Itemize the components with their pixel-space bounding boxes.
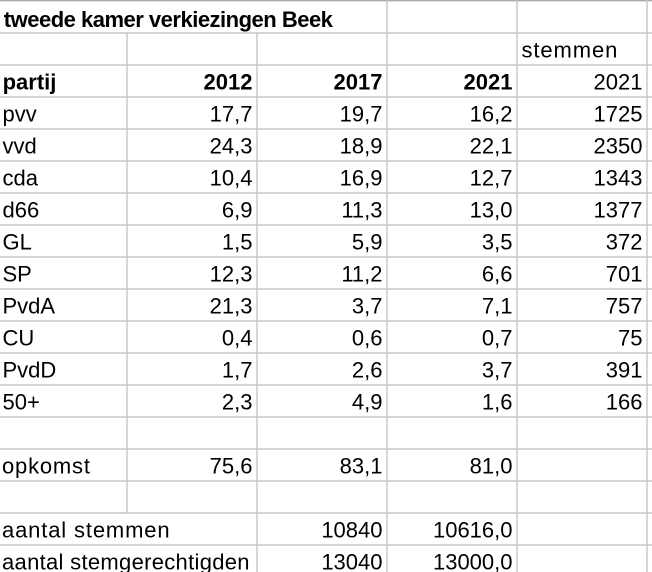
svg-text:22,1: 22,1 (470, 133, 513, 158)
svg-text:d66: d66 (3, 197, 40, 222)
svg-text:partij: partij (3, 69, 57, 94)
svg-text:21,3: 21,3 (210, 293, 253, 318)
svg-text:391: 391 (606, 357, 643, 382)
svg-text:18,9: 18,9 (340, 133, 383, 158)
svg-text:1,7: 1,7 (222, 357, 253, 382)
svg-text:50+: 50+ (3, 389, 40, 414)
svg-text:3,7: 3,7 (482, 357, 513, 382)
svg-text:3,5: 3,5 (482, 229, 513, 254)
svg-text:2,3: 2,3 (222, 389, 253, 414)
svg-text:aantal stemgerechtigden: aantal stemgerechtigden (2, 549, 250, 572)
svg-text:75,6: 75,6 (210, 453, 253, 478)
svg-text:2021: 2021 (464, 69, 513, 94)
svg-text:11,2: 11,2 (341, 261, 382, 286)
svg-text:16,9: 16,9 (340, 165, 383, 190)
svg-text:75: 75 (618, 325, 642, 350)
svg-text:pvv: pvv (3, 101, 37, 126)
svg-text:12,3: 12,3 (210, 261, 253, 286)
svg-text:2,6: 2,6 (352, 357, 383, 382)
svg-text:PvdD: PvdD (3, 357, 57, 382)
svg-text:16,2: 16,2 (470, 101, 513, 126)
svg-text:SP: SP (3, 261, 32, 286)
svg-text:10616,0: 10616,0 (433, 517, 513, 542)
svg-text:11,3: 11,3 (341, 197, 382, 222)
svg-text:cda: cda (3, 165, 39, 190)
svg-text:757: 757 (606, 293, 643, 318)
svg-text:83,1: 83,1 (340, 453, 383, 478)
svg-text:12,7: 12,7 (470, 165, 513, 190)
svg-text:tweede kamer verkiezingen Beek: tweede kamer verkiezingen Beek (4, 7, 334, 32)
svg-text:stemmen: stemmen (522, 38, 619, 63)
svg-text:vvd: vvd (3, 133, 37, 158)
svg-text:166: 166 (606, 389, 643, 414)
svg-text:1343: 1343 (594, 165, 643, 190)
svg-text:2350: 2350 (594, 133, 643, 158)
svg-text:0,6: 0,6 (352, 325, 383, 350)
svg-text:2012: 2012 (204, 69, 253, 94)
svg-text:1377: 1377 (594, 197, 643, 222)
svg-text:19,7: 19,7 (340, 101, 383, 126)
svg-text:2021: 2021 (594, 69, 643, 94)
svg-text:701: 701 (606, 261, 643, 286)
svg-text:10,4: 10,4 (210, 165, 253, 190)
svg-text:0,7: 0,7 (482, 325, 513, 350)
svg-text:1,6: 1,6 (482, 389, 513, 414)
svg-text:13,0: 13,0 (470, 197, 513, 222)
svg-text:1725: 1725 (594, 101, 643, 126)
svg-text:7,1: 7,1 (482, 293, 513, 318)
svg-text:1,5: 1,5 (222, 229, 253, 254)
svg-text:81,0: 81,0 (470, 453, 513, 478)
svg-text:372: 372 (606, 229, 643, 254)
svg-text:6,9: 6,9 (222, 197, 253, 222)
svg-text:5,9: 5,9 (352, 229, 383, 254)
svg-text:2017: 2017 (334, 69, 383, 94)
svg-text:aantal stemmen: aantal stemmen (2, 517, 170, 542)
svg-text:PvdA: PvdA (3, 293, 56, 318)
svg-text:0,4: 0,4 (222, 325, 253, 350)
svg-text:CU: CU (3, 325, 35, 350)
svg-text:13000,0: 13000,0 (433, 549, 513, 572)
svg-text:3,7: 3,7 (352, 293, 383, 318)
svg-text:opkomst: opkomst (2, 453, 91, 478)
svg-text:13040: 13040 (321, 549, 382, 572)
svg-text:4,9: 4,9 (352, 389, 383, 414)
svg-text:17,7: 17,7 (210, 101, 253, 126)
svg-text:10840: 10840 (321, 517, 382, 542)
svg-text:24,3: 24,3 (210, 133, 253, 158)
svg-text:6,6: 6,6 (482, 261, 513, 286)
svg-text:GL: GL (3, 229, 32, 254)
